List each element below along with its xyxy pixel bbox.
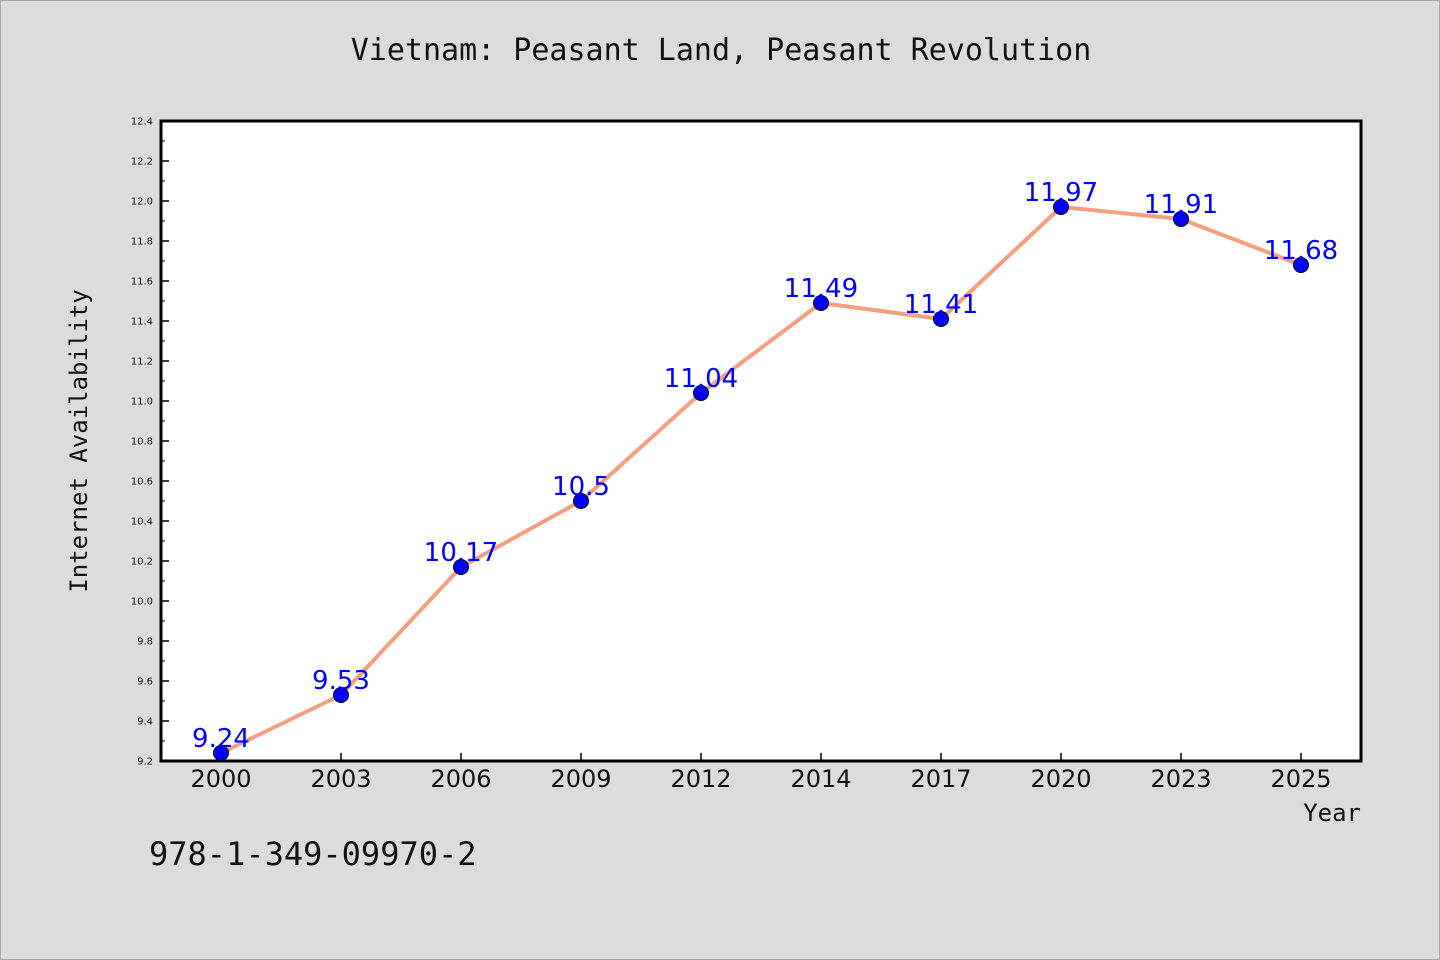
isbn-text: 978-1-349-09970-2	[149, 835, 477, 873]
y-axis: 9.2 9.4 9.6 9.8 10.0 10.2 10.4 10.6 10.8 11.0 11.2…	[131, 117, 169, 768]
data-label: 11.97	[1024, 178, 1098, 208]
data-label: 10.5	[552, 472, 610, 502]
y-tick-label: 10.8	[131, 437, 153, 448]
data-label: 11.68	[1264, 236, 1338, 266]
y-tick-label: 9.6	[137, 677, 153, 688]
y-tick-label: 9.8	[137, 637, 153, 648]
y-tick-label: 10.4	[131, 517, 153, 528]
data-point	[453, 559, 469, 575]
x-tick-label: 2025	[1270, 765, 1331, 793]
y-tick-label: 11.0	[131, 397, 153, 408]
y-tick-label: 11.8	[131, 237, 153, 248]
data-label: 9.24	[192, 724, 250, 754]
markers	[213, 199, 1309, 761]
data-label: 11.49	[784, 274, 858, 304]
x-axis: 2000 2003 2006 2009 2012 2014 2017 2020 2023 2025	[190, 753, 1332, 793]
y-tick-label: 12.4	[131, 117, 153, 128]
data-point	[213, 745, 229, 761]
x-axis-label: Year	[1303, 799, 1361, 827]
y-tick-label: 9.2	[137, 757, 153, 768]
data-point	[573, 493, 589, 509]
x-tick-label: 2023	[1150, 765, 1211, 793]
data-point	[1053, 199, 1069, 215]
data-point	[333, 687, 349, 703]
data-point	[813, 295, 829, 311]
chart-title: Vietnam: Peasant Land, Peasant Revolutio…	[350, 33, 1092, 68]
data-label: 11.04	[664, 364, 738, 394]
x-tick-label: 2009	[550, 765, 611, 793]
data-label: 9.53	[312, 666, 370, 696]
x-tick-label: 2000	[190, 765, 251, 793]
y-axis-label: Internet Availability	[65, 289, 93, 592]
series-line	[220, 205, 1302, 755]
data-point	[1293, 257, 1309, 273]
y-tick-label: 9.4	[137, 717, 153, 728]
data-label: 11.91	[1144, 190, 1218, 220]
data-point	[693, 385, 709, 401]
data-label: 10.17	[424, 538, 498, 568]
x-tick-label: 2020	[1030, 765, 1091, 793]
y-tick-label: 11.4	[131, 317, 153, 328]
x-tick-label: 2017	[910, 765, 971, 793]
y-tick-label: 12.2	[131, 157, 153, 168]
x-tick-label: 2014	[790, 765, 851, 793]
y-tick-label: 12.0	[131, 197, 153, 208]
x-tick-label: 2006	[430, 765, 491, 793]
y-tick-label: 10.2	[131, 557, 153, 568]
data-label: 11.41	[904, 290, 978, 320]
y-tick-label: 11.2	[131, 357, 153, 368]
y-tick-label: 10.0	[131, 597, 153, 608]
plot-area	[159, 119, 1363, 763]
data-labels: 9.24 9.53 10.17 10.5 11.04 11.49 11.41 11.97 11.…	[192, 178, 1338, 754]
y-tick-label: 11.6	[131, 277, 153, 288]
data-point	[933, 311, 949, 327]
x-tick-label: 2012	[670, 765, 731, 793]
data-point	[1173, 211, 1189, 227]
x-tick-label: 2003	[310, 765, 371, 793]
y-tick-label: 10.6	[131, 477, 153, 488]
